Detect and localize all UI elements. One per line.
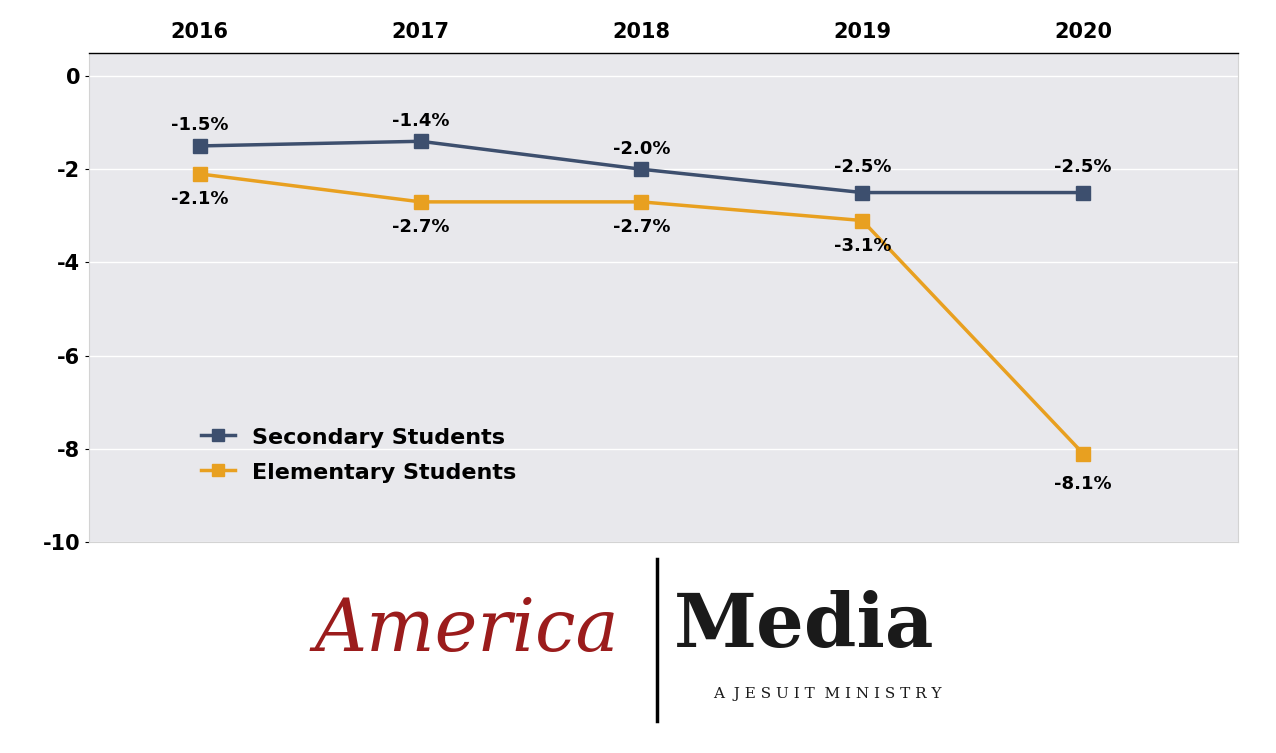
Secondary Students xyxy=(634,165,649,174)
Text: -8.1%: -8.1% xyxy=(1054,474,1111,492)
Legend: Secondary Students, Elementary Students: Secondary Students, Elementary Students xyxy=(193,418,526,492)
Elementary Students xyxy=(1076,449,1091,458)
Text: -2.1%: -2.1% xyxy=(171,191,228,209)
Elementary Students xyxy=(413,197,429,206)
Secondary Students xyxy=(193,142,208,151)
Text: Media: Media xyxy=(674,590,934,663)
Text: America: America xyxy=(314,596,619,666)
Text: -2.7%: -2.7% xyxy=(392,218,449,236)
Text: -2.5%: -2.5% xyxy=(1054,158,1111,176)
Text: -1.5%: -1.5% xyxy=(171,116,228,134)
Text: -1.4%: -1.4% xyxy=(392,111,449,130)
Secondary Students xyxy=(1076,188,1091,197)
Text: -3.1%: -3.1% xyxy=(833,237,891,255)
Elementary Students xyxy=(193,169,208,178)
Elementary Students xyxy=(855,216,870,225)
Text: -2.7%: -2.7% xyxy=(612,218,670,236)
Secondary Students xyxy=(413,137,429,146)
Line: Secondary Students: Secondary Students xyxy=(193,134,1090,200)
Elementary Students xyxy=(634,197,649,206)
Secondary Students xyxy=(855,188,870,197)
Text: -2.5%: -2.5% xyxy=(833,158,891,176)
Line: Elementary Students: Elementary Students xyxy=(193,167,1090,461)
Text: A  J E S U I T  M I N I S T R Y: A J E S U I T M I N I S T R Y xyxy=(712,687,942,701)
Text: -2.0%: -2.0% xyxy=(612,139,670,157)
